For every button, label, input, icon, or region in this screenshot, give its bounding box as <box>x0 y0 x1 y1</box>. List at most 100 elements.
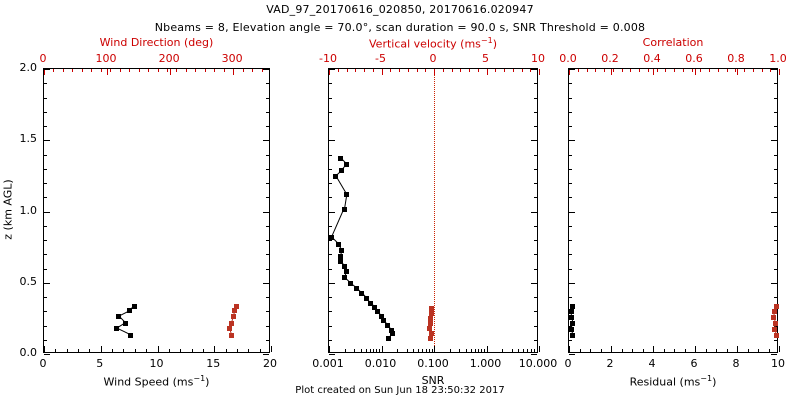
x-minortick-bottom <box>191 349 193 352</box>
data-point-marker <box>427 325 433 331</box>
x-minortick-top <box>504 69 505 72</box>
y-tick <box>569 354 575 355</box>
x-tick-top <box>170 69 172 75</box>
x-axis-label-bottom-panel-3: Residual (ms−1) <box>629 374 717 389</box>
data-point-marker <box>773 304 779 310</box>
data-point-marker <box>339 168 345 174</box>
x-minortick-top <box>425 69 427 72</box>
y-tick-right <box>774 268 777 270</box>
x-minortick-bottom <box>100 349 102 352</box>
x-minortick-top <box>223 69 225 72</box>
y-tick-right <box>774 83 777 85</box>
x-ticklabel-bottom: 5 <box>96 357 104 370</box>
y-tick <box>44 197 47 199</box>
x-minortick-top <box>770 69 772 72</box>
figure-subtitle: Nbeams = 8, Elevation angle = 70.0°, sca… <box>154 21 646 34</box>
y-tick-right <box>266 325 269 327</box>
y-ticklabel: 1.5 <box>19 132 38 146</box>
x-minortick-bottom <box>78 349 80 352</box>
y-tick <box>44 254 47 256</box>
x-minortick-bottom <box>123 349 125 352</box>
y-tick <box>569 111 572 113</box>
x-minortick-top <box>148 69 150 72</box>
y-ticklabel: 1.0 <box>19 203 38 217</box>
x-tick-bottom <box>434 346 435 352</box>
y-tick <box>329 111 332 113</box>
y-tick <box>44 69 50 70</box>
data-point-marker <box>341 275 347 281</box>
x-minortick-bottom <box>600 349 602 352</box>
figure-footer: Plot created on Sun Jun 18 23:50:32 2017 <box>295 385 505 396</box>
x-ticklabel-bottom: 8 <box>732 357 740 370</box>
x-minortick-top <box>416 69 418 72</box>
x-minortick-top <box>717 69 719 72</box>
data-point-marker <box>343 269 349 275</box>
y-tick-right <box>534 297 537 298</box>
y-tick <box>569 97 572 99</box>
y-tick <box>329 126 332 127</box>
y-tick <box>44 97 47 99</box>
x-ticklabel-bottom: 0.010 <box>364 357 397 370</box>
x-minortick-bottom <box>214 349 216 352</box>
x-minortick-top <box>469 69 470 72</box>
x-minortick-top <box>214 69 216 72</box>
data-point-marker <box>341 264 347 270</box>
y-tick <box>329 254 332 256</box>
x-minortick-bottom <box>365 349 367 352</box>
x-ticklabel-bottom: 4 <box>648 357 656 370</box>
y-tick-right <box>266 183 269 184</box>
data-point-marker <box>363 295 369 301</box>
y-tick-right <box>531 282 537 284</box>
data-point-marker <box>428 315 434 321</box>
data-point-marker <box>231 307 237 313</box>
data-point-marker <box>339 247 345 253</box>
x-tick-top <box>233 69 235 75</box>
data-point-marker <box>772 309 778 315</box>
x-tick-top <box>695 69 696 75</box>
data-point-marker <box>113 326 119 332</box>
data-point-marker <box>771 327 777 333</box>
x-tick-top <box>653 69 654 75</box>
x-minortick-bottom <box>579 349 581 352</box>
y-tick <box>44 140 50 142</box>
data-point-marker <box>372 304 377 310</box>
x-minortick-bottom <box>518 349 520 352</box>
y-tick-right <box>534 126 537 127</box>
x-minortick-bottom <box>674 349 675 352</box>
y-tick <box>329 183 332 184</box>
y-tick-right <box>534 197 537 199</box>
x-minortick-top <box>700 69 702 72</box>
x-minortick-bottom <box>484 349 486 352</box>
y-tick <box>329 197 332 199</box>
x-ticklabel-bottom: 10.000 <box>518 357 558 370</box>
x-minortick-top <box>674 69 675 72</box>
x-minortick-top <box>81 69 83 72</box>
y-tick <box>569 225 572 227</box>
data-point-marker <box>375 309 381 315</box>
x-minortick-top <box>530 69 532 72</box>
y-tick <box>569 282 575 284</box>
x-axis-label-top-panel-1: Wind Direction (deg) <box>99 36 214 49</box>
x-ticklabel-top: 300 <box>221 52 243 65</box>
y-tick-right <box>774 254 777 256</box>
y-tick-right <box>263 211 269 213</box>
y-tick <box>44 211 50 213</box>
data-point-marker <box>568 309 574 315</box>
x-ticklabel-top: 0.0 <box>559 52 577 65</box>
x-minortick-bottom <box>202 349 204 352</box>
y-tick <box>569 154 572 156</box>
x-minortick-bottom <box>536 349 538 352</box>
y-tick <box>329 69 335 70</box>
x-minortick-bottom <box>418 349 420 352</box>
y-tick <box>44 225 47 227</box>
x-minortick-top <box>451 69 453 72</box>
data-point-marker <box>386 335 391 341</box>
y-tick-right <box>263 140 269 142</box>
x-minortick-bottom <box>590 349 591 352</box>
x-minortick-bottom <box>449 349 451 352</box>
x-minortick-top <box>390 69 392 72</box>
x-minortick-top <box>595 69 597 72</box>
data-point-marker <box>427 320 433 326</box>
y-tick <box>329 268 332 270</box>
x-minortick-bottom <box>523 349 525 352</box>
